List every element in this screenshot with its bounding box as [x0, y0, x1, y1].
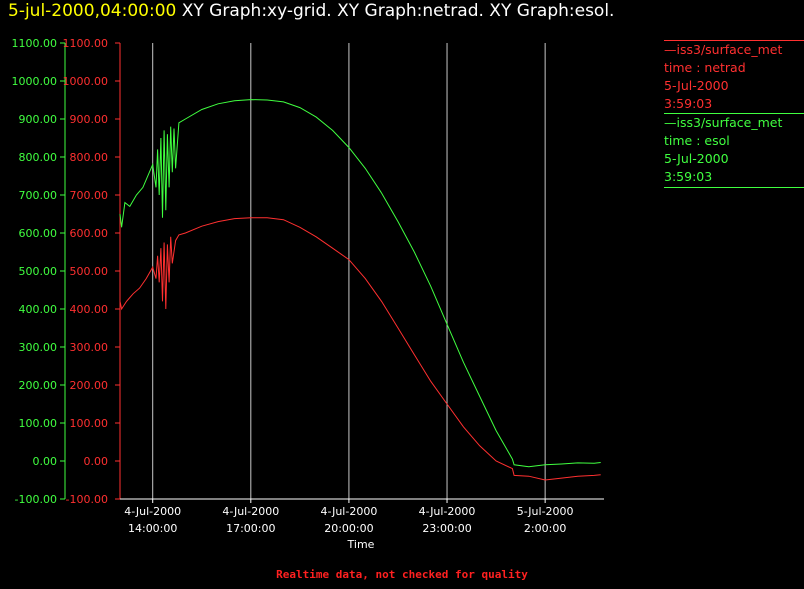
x-tick-label-date: 4-Jul-2000 [124, 505, 181, 518]
x-tick-label-time: 20:00:00 [324, 522, 373, 535]
y-tick-label-esol: 0.00 [33, 455, 58, 468]
y-tick-label-netrad: 800.00 [70, 151, 109, 164]
y-tick-label-esol: 200.00 [19, 379, 58, 392]
x-tick-label-date: 5-Jul-2000 [517, 505, 574, 518]
y-tick-label-esol: 900.00 [19, 113, 58, 126]
y-tick-label-netrad: 200.00 [70, 379, 109, 392]
y-tick-label-esol: 1100.00 [12, 37, 58, 50]
y-tick-label-netrad: 400.00 [70, 303, 109, 316]
y-tick-label-netrad: 500.00 [70, 265, 109, 278]
y-tick-label-netrad: 100.00 [70, 417, 109, 430]
timestamp-label: 5-jul-2000,04:00:00 [8, 1, 177, 21]
y-tick-label-netrad: 1100.00 [63, 37, 109, 50]
chart-title-bar: 5-jul-2000,04:00:00 XY Graph:xy-grid. XY… [8, 1, 614, 21]
y-tick-label-netrad: 600.00 [70, 227, 109, 240]
legend-time: 3:59:03 [664, 169, 713, 184]
y-tick-label-netrad: 0.00 [84, 455, 109, 468]
y-tick-label-esol: 100.00 [19, 417, 58, 430]
y-tick-label-esol: 400.00 [19, 303, 58, 316]
y-tick-label-netrad: -100.00 [66, 493, 108, 506]
x-tick-label-time: 23:00:00 [422, 522, 471, 535]
x-tick-label-date: 4-Jul-2000 [419, 505, 476, 518]
y-tick-label-esol: 600.00 [19, 227, 58, 240]
y-tick-label-esol: 500.00 [19, 265, 58, 278]
y-tick-label-netrad: 900.00 [70, 113, 109, 126]
x-tick-label-date: 4-Jul-2000 [321, 505, 378, 518]
y-tick-label-esol: 800.00 [19, 151, 58, 164]
x-tick-label-time: 14:00:00 [128, 522, 177, 535]
legend-source: iss3/surface_met [676, 42, 783, 57]
y-tick-label-netrad: 300.00 [70, 341, 109, 354]
y-tick-label-esol: 300.00 [19, 341, 58, 354]
graph-title: XY Graph:xy-grid. XY Graph:netrad. XY Gr… [181, 1, 615, 21]
legend-variable: time : netrad [664, 60, 746, 75]
series-line [119, 99, 601, 468]
series-line [119, 217, 601, 481]
legend-separator [664, 187, 804, 188]
y-tick-label-esol: 1000.00 [12, 75, 58, 88]
y-tick-label-esol: -100.00 [15, 493, 57, 506]
y-tick-label-esol: 700.00 [19, 189, 58, 202]
legend-variable: time : esol [664, 133, 730, 148]
legend-date: 5-Jul-2000 [664, 151, 729, 166]
legend-esol: —iss3/surface_met time : esol 5-Jul-2000… [664, 113, 804, 188]
y-tick-label-netrad: 700.00 [70, 189, 109, 202]
x-tick-label-time: 2:00:00 [524, 522, 566, 535]
legend-separator [664, 113, 804, 114]
x-tick-label-time: 17:00:00 [226, 522, 275, 535]
legend-separator [664, 40, 804, 41]
y-tick-label-netrad: 1000.00 [63, 75, 109, 88]
data-quality-notice: Realtime data, not checked for quality [276, 568, 528, 581]
legend-date: 5-Jul-2000 [664, 78, 729, 93]
legend-time: 3:59:03 [664, 96, 713, 111]
x-axis-label: Time [347, 538, 375, 551]
legend-netrad: —iss3/surface_met time : netrad 5-Jul-20… [664, 40, 804, 113]
legend-source: iss3/surface_met [676, 115, 783, 130]
x-tick-label-date: 4-Jul-2000 [222, 505, 279, 518]
